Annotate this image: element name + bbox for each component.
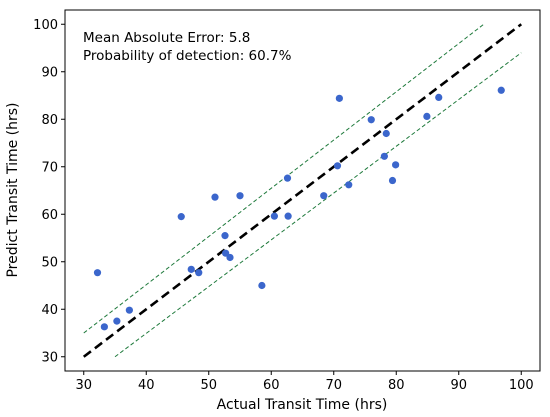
y-axis-ticks: 30 40 50 60 70 80 90 100 [33,18,65,365]
identity-line [82,23,523,358]
y-tick-label: 50 [41,255,58,270]
data-point [195,269,203,277]
data-point [380,152,388,160]
x-axis-title: Actual Transit Time (hrs) [217,397,388,413]
x-tick-label: 70 [325,378,342,393]
data-point [177,213,185,221]
y-tick-label: 90 [41,65,58,80]
data-point [423,112,431,120]
data-point [283,174,292,182]
upper-band-line [83,23,485,334]
x-axis-ticks: 30 40 50 60 70 80 90 100 [75,371,534,393]
x-tick-label: 60 [263,378,280,393]
plot-frame [64,9,541,372]
data-point [113,317,121,325]
data-point [187,265,195,273]
data-point [236,192,244,200]
detection-probability-annotation: Probability of detection: 60.7% [83,48,292,64]
x-tick-label: 90 [450,378,467,393]
data-point [125,306,133,314]
y-axis-title: Predict Transit Time (hrs) [5,102,21,277]
data-point [435,93,443,101]
data-point [335,94,343,102]
y-tick-label: 40 [41,303,58,318]
x-tick-label: 40 [138,378,155,393]
data-points [93,86,505,331]
data-point [333,162,342,170]
data-point [392,161,400,169]
data-point [345,181,353,189]
y-tick-label: 80 [41,113,58,128]
lower-band-line [114,52,522,358]
y-tick-label: 30 [41,350,58,365]
data-point [284,212,292,220]
data-point [388,176,397,185]
mae-annotation: Mean Absolute Error: 5.8 [83,30,250,46]
data-point [320,192,328,200]
y-tick-label: 70 [41,160,58,175]
data-point [382,129,390,138]
data-point [258,281,266,290]
data-point [226,253,234,262]
data-point [367,116,375,124]
x-tick-label: 100 [509,378,534,393]
data-point [93,269,102,277]
data-point [211,193,219,201]
x-tick-label: 30 [75,378,92,393]
y-tick-label: 60 [41,208,58,223]
data-point [100,323,108,331]
x-tick-label: 50 [200,378,217,393]
x-tick-label: 80 [388,378,405,393]
reference-lines [82,23,523,358]
data-point [270,212,278,220]
data-point [221,232,229,240]
data-point [497,86,505,94]
y-tick-label: 100 [33,18,58,33]
